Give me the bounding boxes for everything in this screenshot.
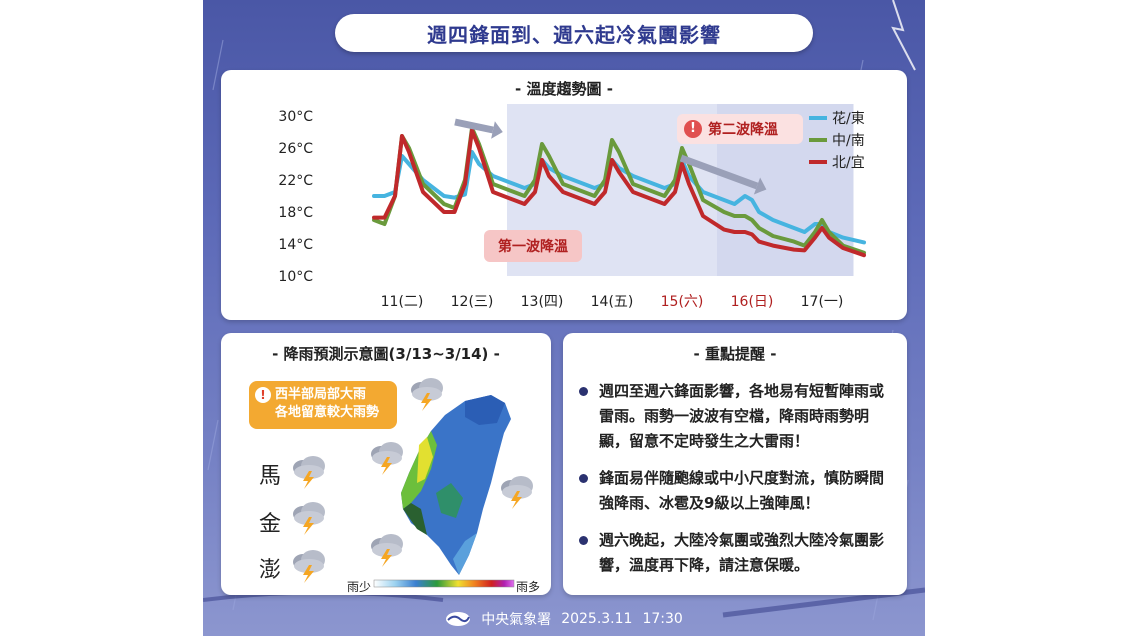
taiwan-map [401,395,511,575]
second-cooling-label: ! 第二波降溫 [677,114,803,144]
warning-icon: ! [255,387,271,403]
forecast-poster: 週四鋒面到、週六起冷氣團影響 - 溫度趨勢圖 - 30°C 26°C 22°C 18°… [203,0,925,636]
temperature-trend-card: - 溫度趨勢圖 - 30°C 26°C 22°C 18°C 14°C 10°C 11(二)… [221,70,907,320]
temperature-chart: 30°C 26°C 22°C 18°C 14°C 10°C 11(二) 12(三) 13(四)… [278,104,866,310]
warning-line-1: 西半部局部大雨 [275,387,367,402]
trend-arrow-head [753,177,767,195]
footer: 中央氣象署 2025.3.11 17:30 [203,606,925,632]
second-cooling-text: 第二波降溫 [708,122,778,138]
y-tick-label: 18°C [278,205,313,221]
thunderstorm-icon [371,442,403,475]
y-tick-label: 26°C [278,141,313,157]
key-notes-card: - 重點提醒 - 週四至週六鋒面影響，各地易有短暫陣雨或雷雨。雨勢一波波有空檔，… [563,333,907,595]
note-text: 週六晚起，大陸冷氣團或強烈大陸冷氣團影響，溫度再下降，請注意保暖。 [599,531,885,574]
trend-arrow [454,118,494,134]
island-label-kinmen: 金 [259,512,282,537]
legend-label: 北/宜 [832,155,865,171]
y-tick-label: 30°C [278,109,313,125]
trend-arrow-head [491,121,503,139]
legend-label: 花/東 [832,111,865,127]
note-text: 週四至週六鋒面影響，各地易有短暫陣雨或雷雨。雨勢一波波有空檔，降雨時雨勢明顯，留… [599,382,885,450]
y-tick-label: 14°C [278,237,313,253]
bullet-icon [579,387,588,396]
thunderstorm-icon [411,378,443,411]
x-tick-label: 15(六) [661,294,704,310]
y-tick-label: 10°C [278,269,313,285]
x-tick-label: 11(二) [381,294,424,310]
note-item: 週六晚起，大陸冷氣團或強烈大陸冷氣團影響，溫度再下降，請注意保暖。 [573,528,895,578]
x-tick-label: 12(三) [451,294,494,310]
bullet-icon [579,474,588,483]
notes-card-title: - 重點提醒 - [693,345,777,363]
bullet-icon [579,536,588,545]
x-tick-label: 14(五) [591,294,634,310]
thunderstorm-icon [501,476,533,509]
thunderstorm-icon [293,550,325,583]
notes-list: 週四至週六鋒面影響，各地易有短暫陣雨或雷雨。雨勢一波波有空檔，降雨時雨勢明顯，留… [573,379,895,590]
issue-date: 2025.3.11 [561,611,633,627]
issue-time: 17:30 [642,611,683,627]
note-item: 週四至週六鋒面影響，各地易有短暫陣雨或雷雨。雨勢一波波有空檔，降雨時雨勢明顯，留… [573,379,895,454]
y-tick-label: 22°C [278,173,313,189]
thunderstorm-icon [371,534,403,567]
heavy-rain-warning: ! 西半部局部大雨 各地留意較大雨勢 [249,381,397,429]
thunderstorm-icon [293,456,325,489]
rainfall-scale-bar [373,579,515,588]
rain-card-title: - 降雨預測示意圖(3/13~3/14) - [272,345,500,363]
rain-scale-high: 雨多 [516,580,541,594]
trend-arrow [679,154,759,190]
note-item: 鋒面易伴隨颮線或中小尺度對流，慎防瞬間強降雨、冰雹及9級以上強陣風！ [573,466,895,516]
agency-name: 中央氣象署 [481,612,552,628]
island-label-matsu: 馬 [259,464,282,489]
x-tick-label: 17(一) [801,294,844,310]
warning-line-2: 各地留意較大雨勢 [275,405,380,420]
island-label-penghu: 澎 [259,558,282,583]
temperature-chart-title: - 溫度趨勢圖 - [515,80,613,98]
x-tick-label: 13(四) [521,294,564,310]
note-text: 鋒面易伴隨颮線或中小尺度對流，慎防瞬間強降雨、冰雹及9級以上強陣風！ [599,469,885,512]
first-cooling-label: 第一波降溫 [484,230,582,262]
poster-title: 週四鋒面到、週六起冷氣團影響 [335,14,813,52]
thunderstorm-icon [293,502,325,535]
rain-map [293,378,533,588]
cwa-logo-icon [446,612,471,626]
legend-label: 中/南 [832,133,865,149]
x-tick-label: 16(日) [731,294,774,310]
series-line [372,128,866,258]
rain-scale-low: 雨少 [347,580,372,594]
warning-icon: ! [684,120,702,138]
